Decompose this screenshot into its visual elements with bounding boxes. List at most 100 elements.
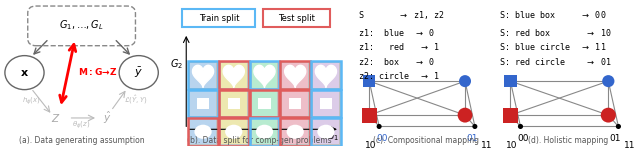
Bar (311, 61, 340, 89)
Text: (c). Compositional mapping: (c). Compositional mapping (372, 136, 479, 145)
Text: $\theta_\phi(z)$: $\theta_\phi(z)$ (72, 119, 91, 131)
Bar (282, 91, 308, 116)
Bar (362, 108, 377, 123)
Bar (311, 118, 340, 146)
Text: z1:  blue  $\rightarrow$ 0: z1: blue $\rightarrow$ 0 (358, 27, 435, 38)
Text: $h_\phi(x)$: $h_\phi(x)$ (22, 95, 40, 107)
Text: $\hat{y}$: $\hat{y}$ (104, 110, 112, 126)
Bar (280, 118, 310, 146)
Bar (190, 119, 216, 144)
Text: $\bar{y}$: $\bar{y}$ (134, 65, 143, 80)
Bar (219, 61, 248, 89)
Text: 10: 10 (365, 141, 376, 150)
Bar (188, 90, 218, 117)
FancyBboxPatch shape (28, 6, 136, 46)
Circle shape (601, 108, 616, 123)
Bar (250, 61, 279, 89)
Bar (252, 63, 277, 87)
Text: S: blue box     $\rightarrow$ 00: S: blue box $\rightarrow$ 00 (499, 9, 606, 20)
Text: S: red circle    $\rightarrow$ 01: S: red circle $\rightarrow$ 01 (499, 56, 611, 67)
Bar (219, 118, 248, 146)
Text: S       $\rightarrow$ z1, z2: S $\rightarrow$ z1, z2 (358, 9, 445, 21)
Bar (190, 63, 216, 87)
Bar (228, 98, 240, 109)
Bar (259, 98, 271, 109)
Text: 00: 00 (376, 134, 388, 143)
Polygon shape (316, 65, 337, 87)
Text: (a). Data generating assumption: (a). Data generating assumption (19, 136, 145, 145)
Text: $G_1$: $G_1$ (326, 130, 339, 143)
Text: z1:   red   $\rightarrow$ 1: z1: red $\rightarrow$ 1 (358, 41, 440, 53)
Bar (311, 61, 340, 89)
Circle shape (5, 56, 44, 90)
Circle shape (458, 108, 472, 123)
Bar (188, 61, 218, 89)
Ellipse shape (195, 125, 212, 139)
Bar (311, 90, 340, 117)
Bar (282, 63, 308, 87)
Polygon shape (193, 65, 214, 87)
Bar (503, 108, 518, 123)
FancyBboxPatch shape (182, 9, 255, 27)
Circle shape (472, 124, 477, 129)
Bar (250, 90, 279, 117)
Text: 00: 00 (518, 134, 529, 143)
Bar (219, 90, 248, 117)
Bar (313, 91, 339, 116)
Text: $G_1, \ldots, G_L$: $G_1, \ldots, G_L$ (59, 18, 104, 32)
Bar (250, 118, 279, 146)
Bar (313, 119, 339, 144)
Bar (250, 90, 279, 117)
Text: 10: 10 (506, 141, 518, 150)
Bar (250, 61, 279, 89)
Bar (311, 90, 340, 117)
Bar (289, 98, 301, 109)
Circle shape (602, 75, 614, 87)
Ellipse shape (317, 125, 335, 139)
Bar (219, 90, 248, 117)
Text: S: red box       $\rightarrow$ 10: S: red box $\rightarrow$ 10 (499, 27, 611, 38)
Bar (320, 98, 332, 109)
Text: $\mathbf{x}$: $\mathbf{x}$ (20, 68, 29, 78)
Bar (282, 119, 308, 144)
FancyBboxPatch shape (263, 9, 330, 27)
Bar (280, 61, 310, 89)
Bar (504, 75, 516, 87)
Text: 01: 01 (610, 134, 621, 143)
Bar (364, 75, 375, 87)
Bar (313, 63, 339, 87)
Text: Train split: Train split (198, 14, 239, 23)
Polygon shape (254, 65, 275, 87)
Text: S: blue circle  $\rightarrow$ 11: S: blue circle $\rightarrow$ 11 (499, 41, 606, 53)
Polygon shape (285, 65, 306, 87)
Bar (280, 90, 310, 117)
Circle shape (459, 75, 471, 87)
Text: $Z$: $Z$ (51, 112, 60, 124)
Bar (252, 119, 277, 144)
Bar (188, 61, 218, 89)
Circle shape (518, 124, 523, 129)
Bar (252, 91, 277, 116)
Text: 11: 11 (624, 141, 636, 150)
Bar (188, 118, 218, 146)
Circle shape (119, 56, 158, 90)
Bar (219, 118, 248, 146)
Bar (221, 119, 246, 144)
Polygon shape (223, 65, 244, 87)
Bar (250, 118, 279, 146)
Text: z2:  box   $\rightarrow$ 0: z2: box $\rightarrow$ 0 (358, 56, 435, 67)
Ellipse shape (256, 125, 273, 139)
Bar (190, 91, 216, 116)
Text: (d). Holistic mapping: (d). Holistic mapping (528, 136, 608, 145)
Bar (188, 90, 218, 117)
Bar (221, 63, 246, 87)
Bar (197, 98, 209, 109)
Text: 11: 11 (481, 141, 492, 150)
Text: Test split: Test split (278, 14, 315, 23)
Circle shape (376, 124, 381, 129)
Ellipse shape (287, 125, 304, 139)
Circle shape (616, 124, 621, 129)
Text: (b). Data split for comp-gen problems: (b). Data split for comp-gen problems (187, 136, 332, 145)
Bar (280, 118, 310, 146)
Text: $G_2$: $G_2$ (170, 57, 183, 71)
